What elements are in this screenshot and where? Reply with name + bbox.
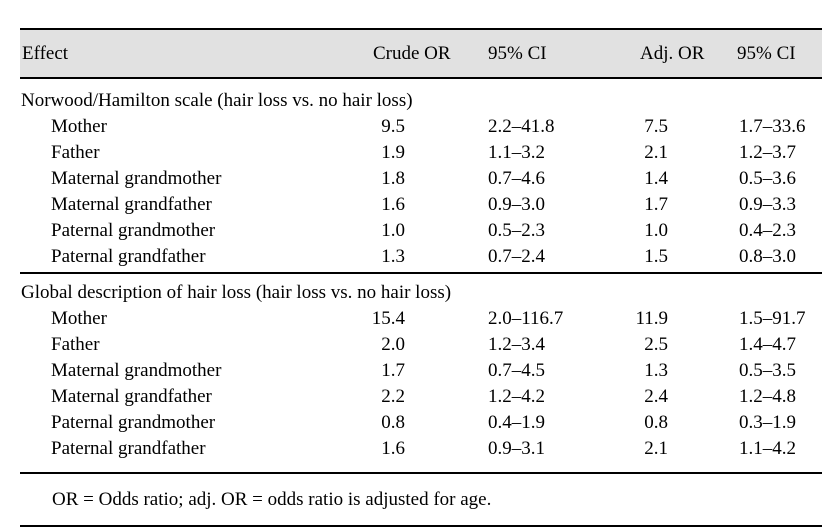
effect-label: Mother <box>51 308 107 329</box>
column-header-adj-or: Adj. OR <box>640 43 705 64</box>
crude-ci-value: 1.2–4.2 <box>488 386 545 407</box>
table-row: Paternal grandmother 0.8 0.4–1.9 0.8 0.3–1.9 <box>20 410 822 436</box>
effect-label: Mother <box>51 116 107 137</box>
effect-label: Father <box>51 142 100 163</box>
adj-ci-value: 0.5–3.6 <box>739 168 796 189</box>
adj-ci-value: 0.4–2.3 <box>739 220 796 241</box>
adj-or-value: 2.5 <box>644 334 668 355</box>
table-row: Maternal grandmother 1.7 0.7–4.5 1.3 0.5–3.5 <box>20 358 822 384</box>
adj-or-value: 0.8 <box>644 412 668 433</box>
crude-or-value: 1.7 <box>381 360 405 381</box>
crude-or-value: 2.2 <box>381 386 405 407</box>
adj-ci-value: 0.9–3.3 <box>739 194 796 215</box>
table-row: Maternal grandmother 1.8 0.7–4.6 1.4 0.5–3.6 <box>20 166 822 192</box>
adj-ci-value: 1.4–4.7 <box>739 334 796 355</box>
adj-ci-value: 1.2–4.8 <box>739 386 796 407</box>
effect-label: Paternal grandfather <box>51 438 206 459</box>
effect-label: Paternal grandfather <box>51 246 206 267</box>
divider-rule <box>20 272 822 274</box>
effect-label: Maternal grandmother <box>51 360 222 381</box>
crude-ci-value: 0.4–1.9 <box>488 412 545 433</box>
adj-or-value: 1.0 <box>644 220 668 241</box>
column-header-crude-or: Crude OR <box>373 43 451 64</box>
crude-ci-value: 0.7–2.4 <box>488 246 545 267</box>
effect-label: Maternal grandfather <box>51 194 212 215</box>
effect-label: Maternal grandmother <box>51 168 222 189</box>
adj-or-value: 1.7 <box>644 194 668 215</box>
table-row: Father 1.9 1.1–3.2 2.1 1.2–3.7 <box>20 140 822 166</box>
crude-ci-value: 0.5–2.3 <box>488 220 545 241</box>
table-row: Maternal grandfather 1.6 0.9–3.0 1.7 0.9–3.3 <box>20 192 822 218</box>
table-row: Mother 15.4 2.0–116.7 11.9 1.5–91.7 <box>20 306 822 332</box>
adj-or-value: 2.1 <box>644 142 668 163</box>
crude-ci-value: 0.9–3.1 <box>488 438 545 459</box>
table-row: Mother 9.5 2.2–41.8 7.5 1.7–33.6 <box>20 114 822 140</box>
column-header-adj-ci: 95% CI <box>737 43 796 64</box>
crude-ci-value: 1.1–3.2 <box>488 142 545 163</box>
column-header-effect: Effect <box>22 43 69 64</box>
crude-or-value: 0.8 <box>381 412 405 433</box>
adj-ci-value: 1.5–91.7 <box>739 308 806 329</box>
adj-or-value: 1.5 <box>644 246 668 267</box>
crude-ci-value: 2.2–41.8 <box>488 116 555 137</box>
table-body: Norwood/Hamilton scale (hair loss vs. no… <box>20 79 822 527</box>
section-title: Global description of hair loss (hair lo… <box>21 282 452 303</box>
adj-or-value: 1.4 <box>644 168 668 189</box>
column-header-crude-ci: 95% CI <box>488 43 547 64</box>
crude-or-value: 1.0 <box>381 220 405 241</box>
adj-or-value: 11.9 <box>635 308 668 329</box>
bottom-rule <box>20 525 822 527</box>
adj-ci-value: 1.7–33.6 <box>739 116 806 137</box>
adj-or-value: 2.4 <box>644 386 668 407</box>
table-header-row: Effect Crude OR 95% CI Adj. OR 95% CI <box>20 28 822 79</box>
adj-ci-value: 0.8–3.0 <box>739 246 796 267</box>
crude-ci-value: 0.7–4.6 <box>488 168 545 189</box>
adj-ci-value: 0.3–1.9 <box>739 412 796 433</box>
crude-or-value: 1.9 <box>381 142 405 163</box>
adj-ci-value: 1.2–3.7 <box>739 142 796 163</box>
crude-ci-value: 0.7–4.5 <box>488 360 545 381</box>
crude-ci-value: 0.9–3.0 <box>488 194 545 215</box>
crude-or-value: 2.0 <box>381 334 405 355</box>
adj-ci-value: 0.5–3.5 <box>739 360 796 381</box>
table-row: Paternal grandmother 1.0 0.5–2.3 1.0 0.4–2.3 <box>20 218 822 244</box>
crude-or-value: 9.5 <box>381 116 405 137</box>
table-row: Paternal grandfather 1.6 0.9–3.1 2.1 1.1–4.2 <box>20 436 822 462</box>
crude-or-value: 1.3 <box>381 246 405 267</box>
crude-ci-value: 1.2–3.4 <box>488 334 545 355</box>
table-footnote: OR = Odds ratio; adj. OR = odds ratio is… <box>52 489 492 510</box>
crude-or-value: 1.6 <box>381 194 405 215</box>
adj-ci-value: 1.1–4.2 <box>739 438 796 459</box>
crude-ci-value: 2.0–116.7 <box>488 308 564 329</box>
divider-rule <box>20 472 822 474</box>
table-row: Paternal grandfather 1.3 0.7–2.4 1.5 0.8–3.0 <box>20 244 822 270</box>
crude-or-value: 15.4 <box>371 308 405 329</box>
effect-label: Paternal grandmother <box>51 220 216 241</box>
table-row: Father 2.0 1.2–3.4 2.5 1.4–4.7 <box>20 332 822 358</box>
adj-or-value: 2.1 <box>644 438 668 459</box>
crude-or-value: 1.6 <box>381 438 405 459</box>
crude-or-value: 1.8 <box>381 168 405 189</box>
effect-label: Father <box>51 334 100 355</box>
section-title: Norwood/Hamilton scale (hair loss vs. no… <box>21 90 413 111</box>
adj-or-value: 7.5 <box>644 116 668 137</box>
table-row: Maternal grandfather 2.2 1.2–4.2 2.4 1.2–4.8 <box>20 384 822 410</box>
adj-or-value: 1.3 <box>644 360 668 381</box>
effect-label: Maternal grandfather <box>51 386 212 407</box>
effect-label: Paternal grandmother <box>51 412 216 433</box>
